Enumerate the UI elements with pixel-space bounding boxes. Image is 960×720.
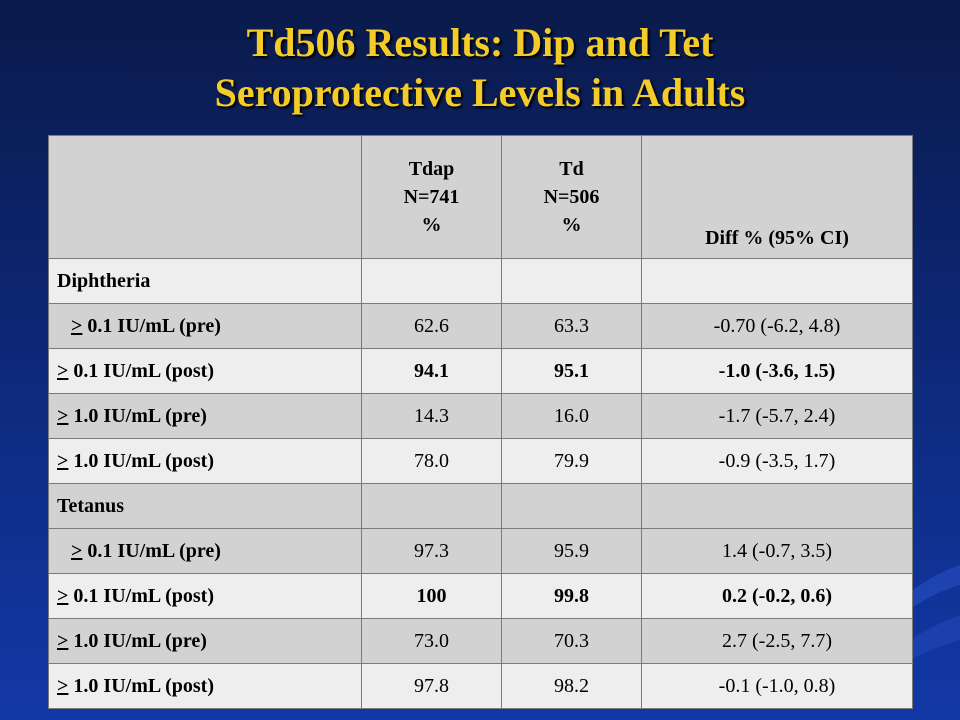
td-value: 79.9 [501, 438, 642, 484]
tdap-value: 97.3 [361, 528, 502, 574]
row-label: > 0.1 IU/mL (pre) [48, 528, 362, 574]
table-header-row: Tdap N=741 % Td N=506 % Diff % (95% CI) [48, 135, 913, 259]
empty-cell [501, 258, 642, 304]
empty-cell [361, 483, 502, 529]
row-label: > 1.0 IU/mL (pre) [48, 393, 362, 439]
row-label: > 0.1 IU/mL (post) [48, 348, 362, 394]
row-label: > 1.0 IU/mL (pre) [48, 618, 362, 664]
td-value: 16.0 [501, 393, 642, 439]
row-label-text: 0.1 IU/mL (pre) [82, 539, 221, 562]
section-label: Diphtheria [48, 258, 362, 304]
diff-value: -1.0 (-3.6, 1.5) [641, 348, 913, 394]
header-cell-blank [48, 135, 362, 259]
td-value: 63.3 [501, 303, 642, 349]
header-td-n: N=506 [543, 186, 600, 208]
td-value: 70.3 [501, 618, 642, 664]
empty-cell [501, 483, 642, 529]
tdap-value: 94.1 [361, 348, 502, 394]
greater-equal-symbol: > [71, 539, 83, 562]
greater-equal-symbol: > [57, 584, 69, 607]
row-label: > 1.0 IU/mL (post) [48, 663, 362, 709]
greater-equal-symbol: > [57, 629, 69, 652]
row-label-text: 1.0 IU/mL (post) [68, 674, 214, 697]
tdap-value: 78.0 [361, 438, 502, 484]
greater-equal-symbol: > [57, 674, 69, 697]
title-line-1: Td506 Results: Dip and Tet [246, 20, 714, 65]
table-body: Diphtheria > 0.1 IU/mL (pre) 62.6 63.3 -0.70… [48, 258, 913, 709]
greater-equal-symbol: > [57, 404, 69, 427]
greater-equal-symbol: > [57, 359, 69, 382]
table-row: > 0.1 IU/mL (pre) 97.3 95.9 1.4 (-0.7, 3.5) [48, 528, 913, 574]
row-label-text: 1.0 IU/mL (pre) [68, 404, 207, 427]
diff-value: 1.4 (-0.7, 3.5) [641, 528, 913, 574]
row-label-text: 1.0 IU/mL (post) [68, 449, 214, 472]
header-cell-td: Td N=506 % [501, 135, 642, 259]
table-row: > 1.0 IU/mL (pre) 73.0 70.3 2.7 (-2.5, 7.7) [48, 618, 913, 664]
row-label: > 0.1 IU/mL (post) [48, 573, 362, 619]
slide-title: Td506 Results: Dip and Tet Seroprotectiv… [0, 18, 960, 118]
row-label: > 1.0 IU/mL (post) [48, 438, 362, 484]
tdap-value: 100 [361, 573, 502, 619]
empty-cell [361, 258, 502, 304]
greater-equal-symbol: > [57, 449, 69, 472]
header-tdap-n: N=741 [403, 186, 460, 208]
row-label-text: 0.1 IU/mL (post) [68, 359, 214, 382]
td-value: 98.2 [501, 663, 642, 709]
row-label-text: 1.0 IU/mL (pre) [68, 629, 207, 652]
header-tdap-name: Tdap [408, 158, 455, 180]
table-row: > 1.0 IU/mL (pre) 14.3 16.0 -1.7 (-5.7, 2.4… [48, 393, 913, 439]
row-label-text: 0.1 IU/mL (pre) [82, 314, 221, 337]
section-label: Tetanus [48, 483, 362, 529]
diff-value: -0.1 (-1.0, 0.8) [641, 663, 913, 709]
diff-value: -0.70 (-6.2, 4.8) [641, 303, 913, 349]
tdap-value: 14.3 [361, 393, 502, 439]
header-cell-diff: Diff % (95% CI) [641, 135, 913, 259]
section-row: Tetanus [48, 483, 913, 529]
row-label-text: 0.1 IU/mL (post) [68, 584, 214, 607]
table-row: > 0.1 IU/mL (pre) 62.6 63.3 -0.70 (-6.2, 4.… [48, 303, 913, 349]
empty-cell [641, 258, 913, 304]
td-value: 95.9 [501, 528, 642, 574]
header-diff-label: Diff % (95% CI) [705, 227, 849, 249]
tdap-value: 73.0 [361, 618, 502, 664]
header-td-name: Td [559, 158, 584, 180]
diff-value: 0.2 (-0.2, 0.6) [641, 573, 913, 619]
table-row: > 1.0 IU/mL (post) 78.0 79.9 -0.9 (-3.5, 1.… [48, 438, 913, 484]
td-value: 99.8 [501, 573, 642, 619]
greater-equal-symbol: > [71, 314, 83, 337]
diff-value: 2.7 (-2.5, 7.7) [641, 618, 913, 664]
tdap-value: 62.6 [361, 303, 502, 349]
header-td-unit: % [561, 214, 582, 236]
results-table: Tdap N=741 % Td N=506 % Diff % (95% CI) … [48, 135, 913, 709]
tdap-value: 97.8 [361, 663, 502, 709]
diff-value: -0.9 (-3.5, 1.7) [641, 438, 913, 484]
header-tdap-unit: % [421, 214, 442, 236]
table-row: > 0.1 IU/mL (post) 100 99.8 0.2 (-0.2, 0.6) [48, 573, 913, 619]
row-label: > 0.1 IU/mL (pre) [48, 303, 362, 349]
empty-cell [641, 483, 913, 529]
section-row: Diphtheria [48, 258, 913, 304]
header-cell-tdap: Tdap N=741 % [361, 135, 502, 259]
title-line-2: Seroprotective Levels in Adults [214, 70, 746, 115]
table-row: > 1.0 IU/mL (post) 97.8 98.2 -0.1 (-1.0, 0.… [48, 663, 913, 709]
td-value: 95.1 [501, 348, 642, 394]
table-row: > 0.1 IU/mL (post) 94.1 95.1 -1.0 (-3.6, 1.… [48, 348, 913, 394]
diff-value: -1.7 (-5.7, 2.4) [641, 393, 913, 439]
